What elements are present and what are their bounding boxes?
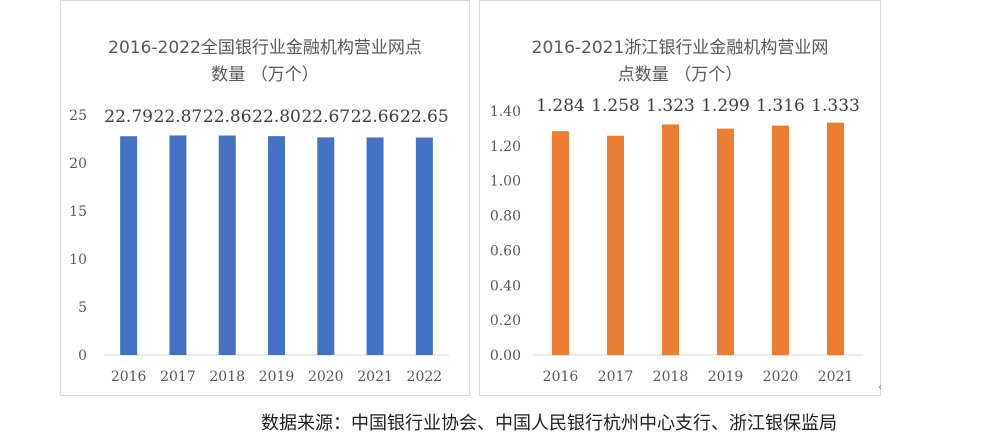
y-tick-label: 1.40 [490, 104, 521, 120]
data-label-2016: 22.79 [104, 107, 153, 127]
chart-title-line-1: 2016-2022全国银行业金融机构营业网点 [108, 38, 422, 58]
y-tick-label: 1.20 [490, 139, 521, 155]
bar-2019 [717, 128, 734, 355]
corner-mark-icon: ‹ [878, 382, 882, 393]
national-branches-plot: 0 5 10 15 20 25 22.79 2016 22.87 2017 22.86 2018 22.… [69, 107, 449, 385]
x-tick-label-2019: 2019 [708, 369, 744, 385]
x-tick-label-2016: 2016 [543, 369, 579, 385]
bar-2017 [169, 135, 187, 355]
data-label-2016: 1.284 [536, 96, 585, 116]
bar-2020 [772, 125, 789, 355]
y-tick-label: 0.00 [490, 348, 521, 364]
data-label-2020: 22.67 [301, 107, 350, 127]
bar-2017 [607, 135, 624, 355]
source-note: 数据来源：中国银行业协会、中国人民银行杭州中心支行、浙江银保监局 [261, 413, 837, 434]
bar-2021 [366, 137, 384, 355]
bar-2018 [218, 135, 236, 355]
chart-title-line-1: 2016-2021浙江银行业金融机构营业网 [531, 38, 829, 58]
data-label-2022: 22.65 [400, 107, 449, 127]
data-label-2019: 22.80 [252, 107, 301, 127]
data-label-2019: 1.299 [701, 96, 750, 116]
data-label-2018: 1.323 [646, 96, 695, 116]
y-tick-label: 0.80 [490, 209, 521, 225]
y-tick-label: 5 [78, 300, 87, 316]
bar-2020 [317, 137, 335, 355]
y-tick-label: 0.60 [490, 243, 521, 259]
data-label-2020: 1.316 [756, 96, 805, 116]
x-tick-label-2018: 2018 [209, 369, 245, 385]
x-tick-label-2016: 2016 [111, 369, 147, 385]
chart-title-national: 2016-2022全国银行业金融机构营业网点 数量 （万个） [61, 35, 469, 89]
bar-2016 [552, 131, 569, 355]
bar-2016 [120, 136, 138, 355]
zhejiang-branches-chart: 2016-2021浙江银行业金融机构营业网 点数量 （万个） 0.00 0.20 0… [479, 0, 881, 396]
x-tick-label-2021: 2021 [357, 369, 393, 385]
x-tick-label-2018: 2018 [653, 369, 689, 385]
data-label-2018: 22.86 [203, 107, 252, 127]
y-tick-label: 0.20 [490, 313, 521, 329]
bar-2018 [662, 124, 679, 355]
x-tick-label-2020: 2020 [763, 369, 799, 385]
y-tick-label: 25 [69, 108, 87, 124]
data-label-2021: 22.66 [351, 107, 400, 127]
x-tick-label-2017: 2017 [598, 369, 634, 385]
y-tick-label: 15 [69, 204, 87, 220]
data-label-2021: 1.333 [811, 96, 860, 116]
x-tick-label-2022: 2022 [407, 369, 443, 385]
x-tick-label-2017: 2017 [160, 369, 196, 385]
chart-title-line-2: 数量 （万个） [211, 65, 319, 85]
y-tick-label: 1.00 [490, 174, 521, 190]
x-tick-label-2019: 2019 [259, 369, 295, 385]
bar-2021 [827, 122, 844, 355]
y-tick-label: 0.40 [490, 278, 521, 294]
bar-2022 [415, 137, 433, 355]
x-tick-label-2021: 2021 [818, 369, 854, 385]
y-tick-label: 0 [78, 348, 87, 364]
data-label-2017: 22.87 [154, 107, 203, 127]
chart-title-line-2: 点数量 （万个） [617, 65, 743, 85]
bar-2019 [268, 136, 285, 355]
national-branches-chart: 2016-2022全国银行业金融机构营业网点 数量 （万个） 0 5 10 15 20 2… [60, 0, 470, 396]
zhejiang-branches-plot: 0.00 0.20 0.40 0.60 0.80 1.00 1.20 1.40 1.284 201… [490, 96, 863, 385]
chart-title-zhejiang: 2016-2021浙江银行业金融机构营业网 点数量 （万个） [480, 35, 880, 89]
y-tick-label: 10 [69, 252, 87, 268]
data-label-2017: 1.258 [591, 96, 640, 116]
x-tick-label-2020: 2020 [308, 369, 344, 385]
y-tick-label: 20 [69, 156, 87, 172]
